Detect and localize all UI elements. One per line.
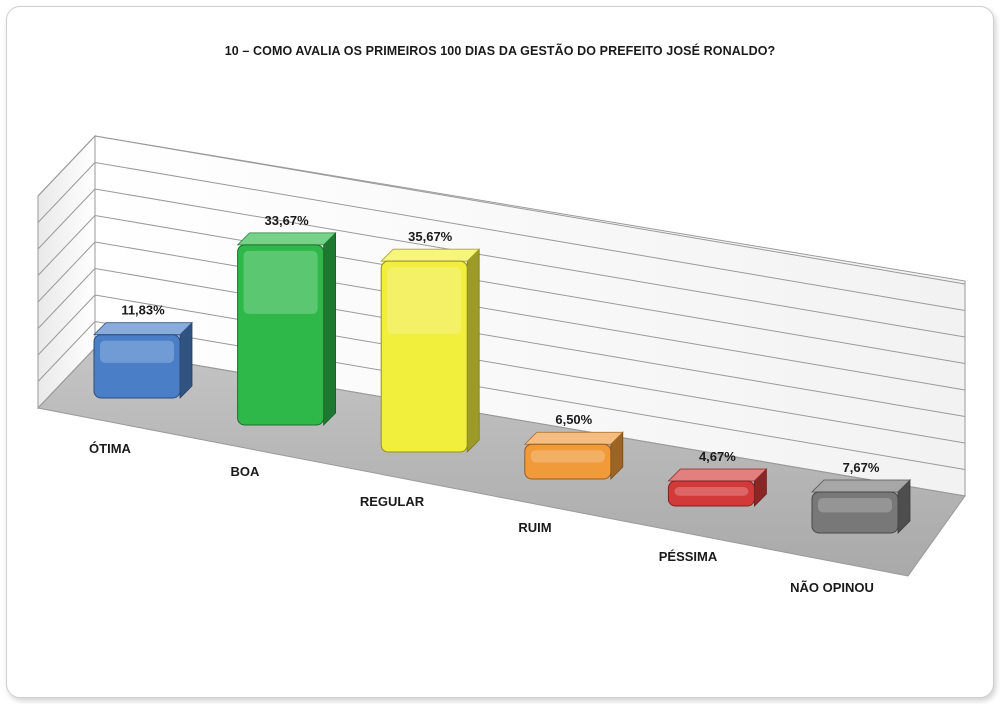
gridline-side (37, 135, 96, 197)
gridline-side (37, 215, 96, 276)
bar-highlight (100, 340, 174, 363)
gridline-side (37, 347, 96, 409)
gridline (94, 188, 966, 338)
bar-highlight (674, 487, 749, 496)
bar-highlight (818, 497, 892, 513)
bar-side (466, 248, 480, 453)
category-label: PÉSSIMA (659, 549, 718, 564)
category-label: ÓTIMA (89, 441, 131, 456)
gridline (94, 162, 966, 311)
category-label: BOA (231, 464, 261, 479)
gridline-side (37, 162, 96, 223)
gridline (94, 135, 966, 285)
bar-top (380, 248, 481, 262)
bar-top (667, 468, 768, 482)
bar-highlight (243, 250, 318, 314)
bar-side (179, 321, 193, 399)
bar-highlight (530, 450, 605, 463)
bar (380, 248, 481, 453)
category-label: RUIM (518, 520, 551, 535)
bar (667, 468, 768, 507)
gridline (94, 215, 966, 364)
bar (93, 321, 193, 399)
value-label: 7,67% (843, 460, 880, 475)
bar-top (811, 479, 911, 493)
bar-front (667, 480, 755, 507)
bar (811, 479, 911, 534)
bar-front (811, 491, 899, 534)
bar-front (524, 443, 612, 480)
gridline-side (37, 188, 96, 250)
category-label: NÃO OPINOU (790, 580, 874, 595)
gridline-side (37, 294, 96, 356)
value-label: 11,83% (121, 303, 165, 318)
bar-front (93, 334, 181, 399)
chart-labels: 11,83% ÓTIMA 33,67% BOA 35,67% REGULAR 6,50% RU… (89, 213, 880, 595)
bar (236, 231, 337, 426)
value-label: 33,67% (265, 213, 310, 228)
gridline-side (37, 321, 96, 382)
value-label: 6,50% (555, 412, 592, 427)
gridline-side (37, 268, 96, 329)
chart-bars (93, 231, 911, 534)
chart-title: 10 – COMO AVALIA OS PRIMEIROS 100 DIAS D… (224, 44, 776, 58)
bar-top (93, 322, 193, 336)
bar-top (523, 431, 624, 445)
bar-side (323, 231, 336, 426)
bar-front (380, 260, 468, 453)
gridline-side (37, 241, 96, 303)
value-label: 35,67% (408, 229, 453, 244)
bar-front (237, 244, 325, 426)
bar-top (236, 232, 337, 246)
bar (523, 431, 624, 480)
bar-highlight (387, 267, 462, 334)
value-label: 4,67% (699, 449, 736, 464)
category-label: REGULAR (360, 494, 425, 509)
